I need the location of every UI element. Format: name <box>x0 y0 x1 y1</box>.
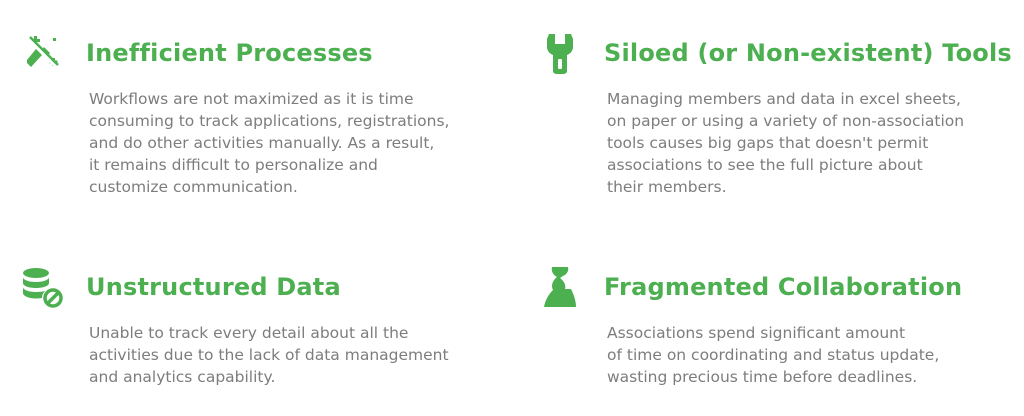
description-line: activities due to the lack of data manag… <box>89 346 449 364</box>
feature-header: Unstructured Data <box>20 262 460 312</box>
database-blocked-icon <box>20 265 64 309</box>
description-line: of time on coordinating and status updat… <box>607 346 940 364</box>
description-line: associations to see the full picture abo… <box>607 156 923 174</box>
feature-header: Siloed (or Non-existent) Tools <box>538 28 1012 78</box>
description-line: Associations spend significant amount <box>607 324 906 342</box>
description-line: their members. <box>607 178 727 196</box>
feature-card-inefficient-processes: Inefficient Processes Workflows are not … <box>20 28 460 198</box>
feature-header: Fragmented Collaboration <box>538 262 978 312</box>
description-line: and do other activities manually. As a r… <box>89 134 435 152</box>
description-line: on paper or using a variety of non-assoc… <box>607 112 965 130</box>
broken-wand-icon <box>20 31 64 75</box>
feature-description: Associations spend significant amount of… <box>607 322 1024 388</box>
feature-card-unstructured-data: Unstructured Data Unable to track every … <box>20 262 460 388</box>
feature-description: Workflows are not maximized as it is tim… <box>89 88 509 198</box>
wrench-icon <box>538 31 582 75</box>
description-line: Unable to track every detail about all t… <box>89 324 409 342</box>
description-line: and analytics capability. <box>89 368 276 386</box>
description-line: Managing members and data in excel sheet… <box>607 90 961 108</box>
feature-title: Unstructured Data <box>86 273 341 301</box>
feature-description: Unable to track every detail about all t… <box>89 322 509 388</box>
description-line: it remains difficult to personalize and <box>89 156 378 174</box>
feature-title: Siloed (or Non-existent) Tools <box>604 39 1012 67</box>
description-line: wasting precious time before deadlines. <box>607 368 918 386</box>
feature-header: Inefficient Processes <box>20 28 460 78</box>
description-line: customize communication. <box>89 178 298 196</box>
description-line: Workflows are not maximized as it is tim… <box>89 90 414 108</box>
feature-title: Fragmented Collaboration <box>604 273 963 301</box>
feature-card-siloed-tools: Siloed (or Non-existent) Tools Managing … <box>538 28 1012 198</box>
feature-title: Inefficient Processes <box>86 39 373 67</box>
puzzle-piece-icon <box>538 265 582 309</box>
feature-description: Managing members and data in excel sheet… <box>607 88 1024 198</box>
description-line: tools causes big gaps that doesn't permi… <box>607 134 929 152</box>
feature-card-fragmented-collaboration: Fragmented Collaboration Associations sp… <box>538 262 978 388</box>
description-line: consuming to track applications, registr… <box>89 112 450 130</box>
